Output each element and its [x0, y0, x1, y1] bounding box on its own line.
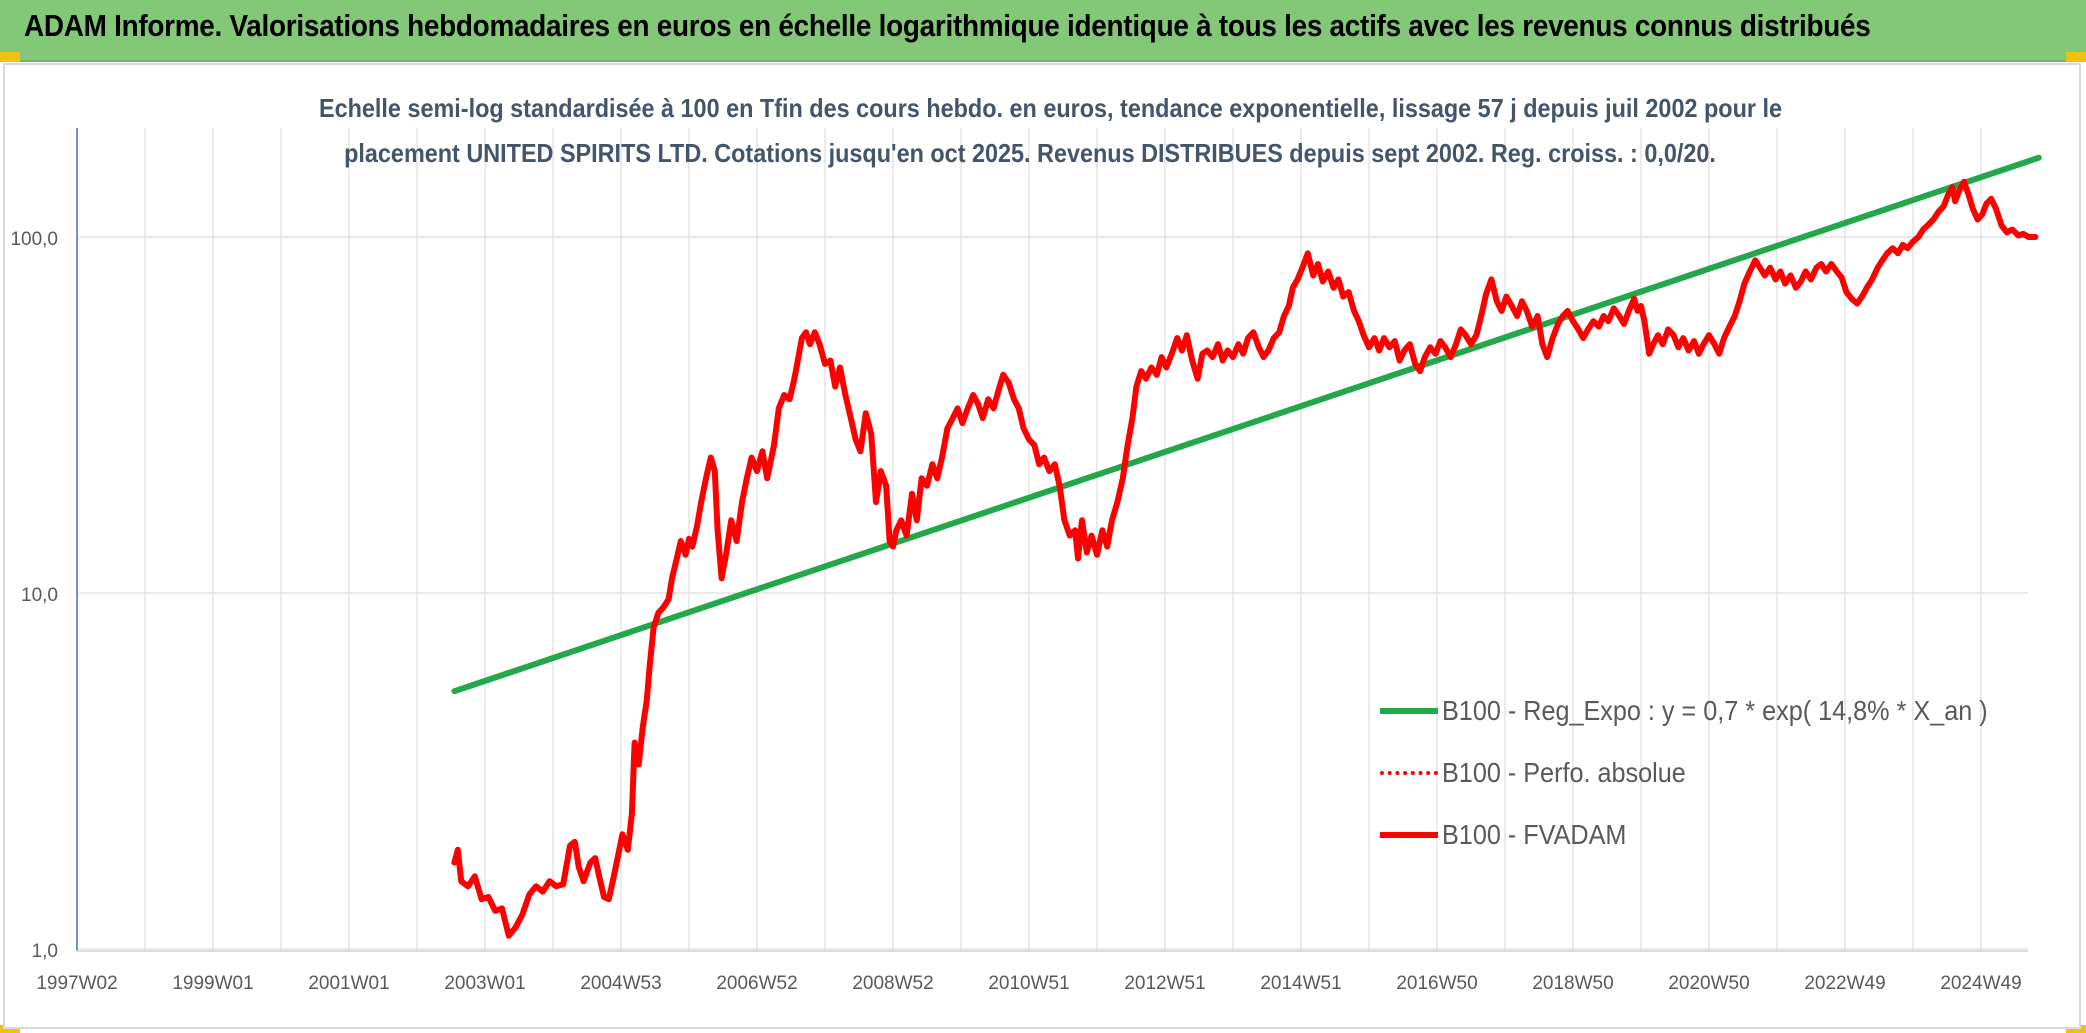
chart-frame [3, 63, 2081, 1029]
y-tick-label: 10,0 [21, 585, 58, 606]
x-tick-label: 2001W01 [308, 973, 389, 994]
x-tick-label: 2024W49 [1940, 973, 2021, 994]
series-line-fvadam [451, 178, 2039, 939]
chart-legend: B100 - Reg_Expo : y = 0,7 * exp( 14,8% *… [1380, 680, 2048, 866]
x-tick-label: 2014W51 [1260, 973, 1341, 994]
x-tick-label: 2003W01 [444, 973, 525, 994]
x-tick-label: 2008W52 [852, 973, 933, 994]
series-layer [451, 154, 2042, 939]
legend-item-fvadam: B100 - FVADAM [1380, 804, 2048, 866]
corner-marker-top-left [0, 52, 20, 62]
x-tick-label: 2006W52 [716, 973, 797, 994]
chart-title: Echelle semi-log standardisée à 100 en T… [319, 86, 1782, 176]
chart-title-line-1: Echelle semi-log standardisée à 100 en T… [319, 93, 1782, 123]
x-tick-label: 2020W50 [1668, 973, 1749, 994]
x-tick-label: 2010W51 [988, 973, 1069, 994]
x-tick-label: 2022W49 [1804, 973, 1885, 994]
y-tick-label: 100,0 [10, 229, 58, 250]
legend-label-perfo-absolue: B100 - Perfo. absolue [1442, 757, 1686, 788]
report-banner: ADAM Informe. Valorisations hebdomadaire… [0, 0, 2086, 62]
y-tick-label: 1,0 [32, 941, 58, 962]
x-tick-label: 1999W01 [172, 973, 253, 994]
legend-swatch-fvadam [1380, 832, 1438, 838]
report-title: ADAM Informe. Valorisations hebdomadaire… [24, 8, 1871, 43]
series-line-regression [451, 154, 2042, 695]
x-tick-label: 1997W02 [36, 973, 117, 994]
legend-label-regression: B100 - Reg_Expo : y = 0,7 * exp( 14,8% *… [1442, 695, 1988, 726]
corner-marker-top-right [2066, 52, 2086, 62]
x-tick-label: 2012W51 [1124, 973, 1205, 994]
legend-label-fvadam: B100 - FVADAM [1442, 819, 1627, 850]
legend-item-perfo-absolue: B100 - Perfo. absolue [1380, 742, 2048, 804]
x-tick-label: 2016W50 [1396, 973, 1477, 994]
x-tick-label: 2004W53 [580, 973, 661, 994]
legend-swatch-perfo-absolue [1380, 771, 1438, 775]
legend-item-regression: B100 - Reg_Expo : y = 0,7 * exp( 14,8% *… [1380, 680, 2048, 742]
axes: 1,0 10,0 100,0 1997W02 1999W01 2001W01 2003W01… [10, 128, 2028, 994]
chart-title-line-2: placement UNITED SPIRITS LTD. Cotations … [344, 138, 1716, 168]
legend-swatch-regression [1380, 708, 1438, 714]
x-tick-label: 2018W50 [1532, 973, 1613, 994]
